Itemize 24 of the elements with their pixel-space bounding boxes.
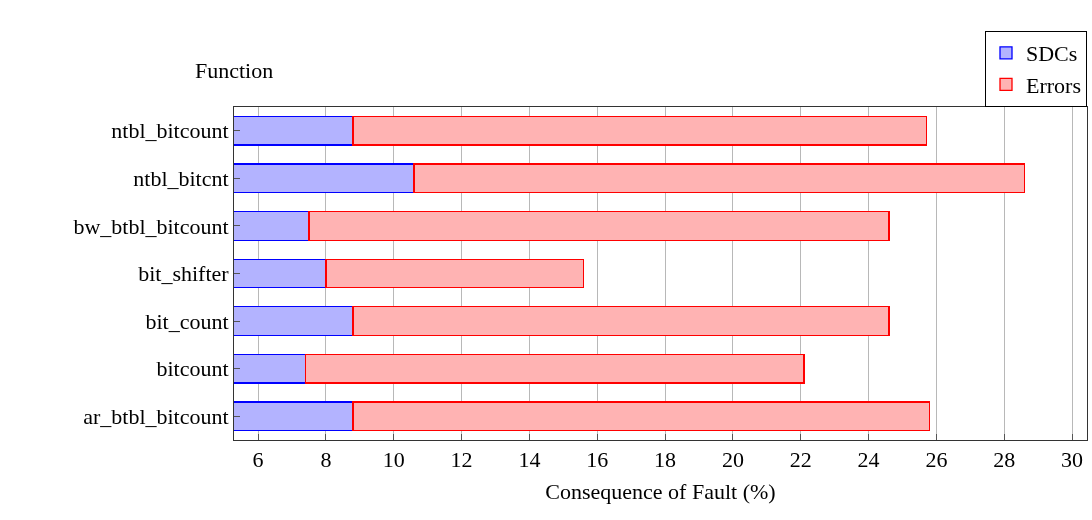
x-tick-label: 30 [1061,447,1084,473]
x-tick-label: 20 [721,447,744,473]
y-tick-label: ar_btbl_bitcount [83,403,229,429]
y-tick-label: ntbl_bitcnt [133,166,229,192]
x-axis-title: Consequence of Fault (%) [545,479,776,505]
x-tick-label: 26 [925,447,948,473]
x-tick-label: 22 [789,447,812,473]
x-tick-label: 24 [857,447,880,473]
x-tick-label: 18 [654,447,677,473]
x-tick-label: 6 [252,447,264,473]
x-tick-label: 8 [320,447,332,473]
y-tick-label: ntbl_bitcount [111,118,229,144]
x-tick-label: 16 [586,447,609,473]
y-tick-label: bitcount [156,356,229,382]
y-tick-label: bw_btbl_bitcount [73,213,229,239]
x-tick-label: 12 [450,447,473,473]
y-tick-label: bit_count [145,308,229,334]
x-tick-label: 28 [993,447,1016,473]
legend-label: SDCs [1026,41,1078,67]
x-tick-label: 14 [518,447,541,473]
y-axis-title: Function [195,58,274,83]
x-tick-label: 10 [382,447,405,473]
y-tick-label: bit_shifter [138,261,230,287]
legend-label: Errors [1026,72,1081,98]
